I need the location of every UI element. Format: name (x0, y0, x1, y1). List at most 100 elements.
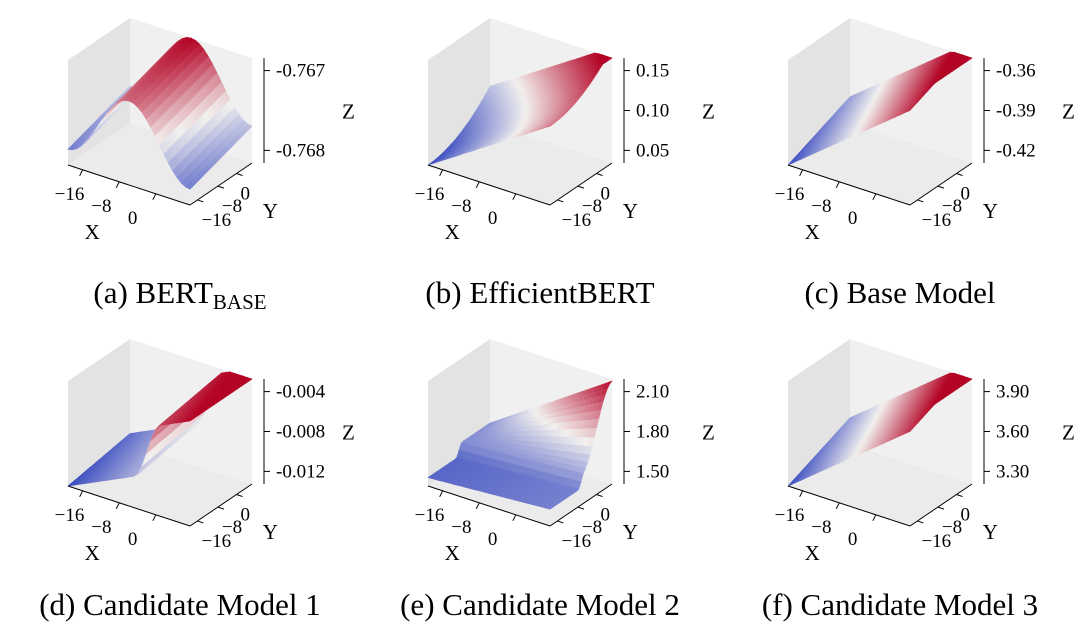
panel-e: 2.10 1.80 1.50 Z −16 −8 0 X 0 −8 −16 Y (e) Candidat… (360, 321, 720, 642)
y-tick-label: −8 (582, 196, 602, 217)
x-axis-line (67, 485, 191, 527)
z-tick-label: 1.80 (636, 422, 669, 443)
caption-a-text: (a) BERT (93, 275, 213, 310)
x-tick-mark (439, 169, 444, 177)
surface (787, 372, 973, 487)
x-axis-label: X (85, 541, 100, 565)
x-tick-label: −8 (451, 196, 471, 217)
x-tick-mark (475, 181, 480, 189)
x-axis-line (787, 164, 911, 206)
y-tick-mark (596, 173, 603, 176)
y-tick-label: −8 (582, 517, 602, 538)
x-tick-label: −8 (811, 196, 831, 217)
z-axis-label: Z (702, 100, 715, 124)
y-tick-mark (557, 520, 564, 524)
x-tick-label: −8 (91, 517, 111, 538)
pane-floor (68, 123, 252, 205)
x-axis-label: X (445, 541, 460, 565)
caption-c-text: (c) Base Model (804, 275, 996, 310)
y-tick-label: −16 (921, 531, 951, 552)
y-tick-label: −16 (561, 531, 591, 552)
y-tick-mark (956, 173, 963, 176)
panel-b: 0.15 0.10 0.05 Z −16 −8 0 X 0 −8 −16 Y (b) Efficien… (360, 0, 720, 321)
z-axis-label: Z (1062, 421, 1075, 445)
x-tick-label: 0 (488, 529, 498, 550)
z-tick-label: -0.004 (276, 382, 326, 403)
y-tick-label: −16 (201, 210, 231, 231)
y-tick-mark (917, 520, 924, 524)
surface (67, 371, 253, 487)
y-tick-mark (917, 199, 924, 203)
surface (67, 36, 253, 190)
x-tick-label: −8 (91, 196, 111, 217)
x-tick-label: −16 (55, 184, 85, 205)
surface-facet (185, 184, 193, 190)
z-axis-label: Z (342, 421, 355, 445)
y-tick-mark (197, 520, 204, 524)
z-tick-label: 2.10 (636, 382, 669, 403)
x-tick-mark (115, 502, 120, 510)
y-axis-label: Y (263, 520, 278, 544)
y-tick-label: −8 (942, 196, 962, 217)
z-tick-label: 1.50 (636, 461, 669, 482)
y-axis-line (909, 162, 973, 206)
x-tick-label: −8 (451, 517, 471, 538)
surface-facet (545, 124, 553, 128)
y-axis-line (549, 483, 613, 527)
z-tick-label: -0.012 (276, 461, 325, 482)
x-tick-label: −16 (415, 505, 445, 526)
z-tick-label: -0.008 (276, 422, 325, 443)
caption-b: (b) EfficientBERT (360, 275, 720, 311)
z-tick-label: 3.60 (996, 422, 1029, 443)
x-tick-mark (799, 490, 804, 498)
y-tick-mark (197, 199, 204, 203)
z-tick-label: 0.15 (636, 61, 669, 82)
x-axis-label: X (85, 220, 100, 244)
x-axis-line (427, 164, 551, 206)
x-axis-label: X (445, 220, 460, 244)
x-tick-mark (512, 193, 517, 201)
x-tick-mark (512, 514, 517, 522)
x-tick-mark (439, 490, 444, 498)
z-tick-label: -0.36 (996, 61, 1036, 82)
y-tick-label: 0 (241, 505, 251, 526)
y-tick-label: −16 (921, 210, 951, 231)
y-tick-label: 0 (961, 505, 971, 526)
x-tick-mark (872, 193, 877, 201)
x-tick-label: 0 (848, 208, 858, 229)
y-tick-label: 0 (241, 184, 251, 205)
z-tick-label: 3.30 (996, 461, 1029, 482)
caption-b-text: (b) EfficientBERT (425, 275, 655, 310)
z-axis-label: Z (1062, 100, 1075, 124)
caption-c: (c) Base Model (720, 275, 1080, 311)
caption-e-text: (e) Candidate Model 2 (400, 587, 680, 622)
pane-left (68, 18, 130, 165)
z-axis-label: Z (342, 100, 355, 124)
y-tick-mark (937, 185, 945, 189)
panel-d: -0.004 -0.008 -0.012 Z −16 −8 0 X 0 −8 −16 Y (d) Ca… (0, 321, 360, 642)
x-tick-label: 0 (128, 529, 138, 550)
y-axis-label: Y (623, 199, 638, 223)
y-axis-label: Y (623, 520, 638, 544)
surface-facet (184, 419, 194, 423)
z-axis-label: Z (702, 421, 715, 445)
x-axis-line (427, 485, 551, 527)
x-tick-mark (872, 514, 877, 522)
y-axis-label: Y (263, 199, 278, 223)
y-tick-mark (236, 494, 243, 497)
panel-f: 3.90 3.60 3.30 Z −16 −8 0 X 0 −8 −16 Y (f) Candidat… (720, 321, 1080, 642)
y-tick-mark (577, 185, 585, 189)
x-tick-label: 0 (848, 529, 858, 550)
y-tick-label: 0 (961, 184, 971, 205)
caption-d-text: (d) Candidate Model 1 (39, 587, 321, 622)
z-tick-label: -0.42 (996, 140, 1036, 161)
z-tick-label: 3.90 (996, 382, 1029, 403)
x-tick-label: −16 (415, 184, 445, 205)
y-tick-mark (217, 506, 225, 510)
